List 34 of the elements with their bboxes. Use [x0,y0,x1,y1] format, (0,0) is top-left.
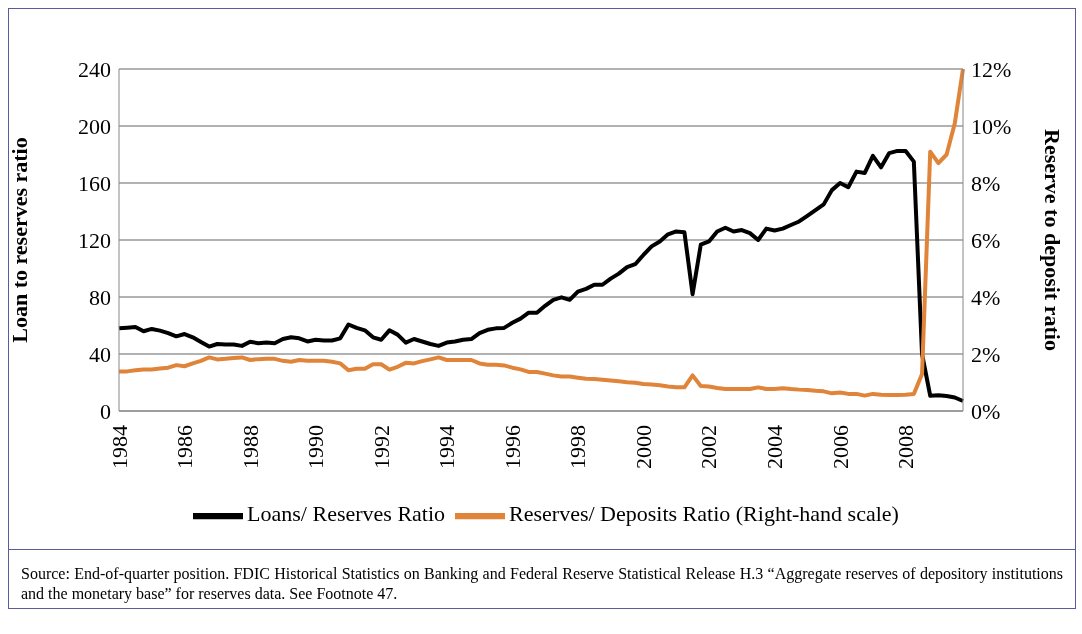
y-tick-label: 0 [100,398,111,424]
x-tick-label: 1984 [106,425,132,469]
source-note: Source: End-of-quarter position. FDIC Historical Statistics on Banking and Federal Reserve Statistical Release H.3 “Aggregate reserves of depository institutions and the monetary base” for reserves data. See Footnote 47. [9,549,1075,608]
y-axis-title: Loan to reserves ratio [6,137,32,343]
y-tick-label: 120 [78,227,111,253]
line-series [117,148,965,404]
y2-tick-label: 0% [971,398,1001,424]
x-tick-label: 2008 [893,425,919,469]
x-tick-label: 2002 [696,425,722,469]
y2-axis-title: Reserve to deposit ratio [1040,129,1066,351]
y-tick-label: 40 [89,341,111,367]
y-tick-label: 80 [89,284,111,310]
x-tick-label: 1988 [237,425,263,469]
y-tick-label: 200 [78,113,111,139]
y2-tick-label: 4% [971,284,1001,310]
line-series [117,69,965,398]
y2-tick-label: 12% [971,56,1012,82]
y-tick-label: 240 [78,56,111,82]
x-tick-label: 2006 [827,425,853,469]
x-tick-label: 1998 [565,425,591,469]
y-tick-label: 160 [78,170,111,196]
legend-label: Loans/ Reserves Ratio [247,501,446,527]
y2-tick-label: 2% [971,341,1001,367]
x-tick-label: 2004 [762,425,788,469]
x-tick-label: 1990 [303,425,329,469]
x-tick-label: 1996 [499,425,525,469]
x-tick-label: 2000 [630,425,656,469]
x-tick-label: 1994 [434,425,460,469]
y2-tick-label: 10% [971,113,1012,139]
legend-label: Reserves/ Deposits Ratio (Right-hand scale) [509,501,899,527]
y2-tick-label: 8% [971,170,1001,196]
x-tick-label: 1992 [368,425,394,469]
y2-tick-label: 6% [971,227,1001,253]
x-tick-label: 1986 [172,425,198,469]
